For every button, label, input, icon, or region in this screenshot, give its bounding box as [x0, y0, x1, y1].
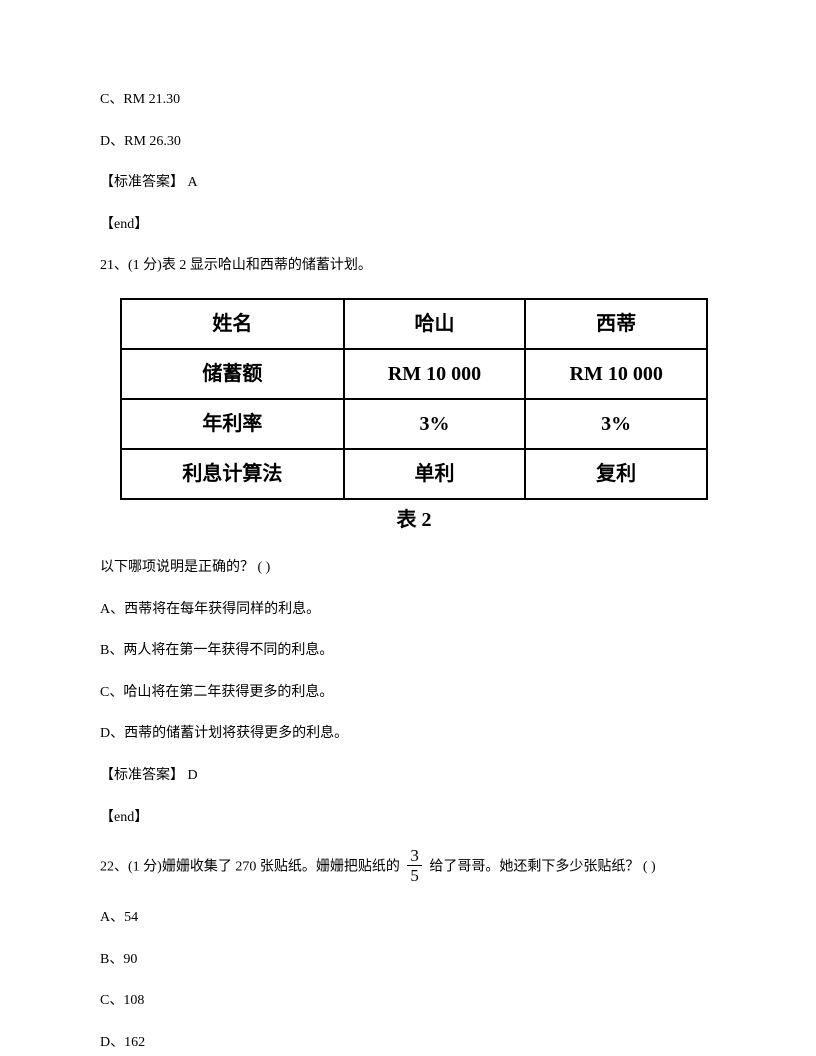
q22-stem-before: 22、(1 分)姗姗收集了 270 张贴纸。姗姗把贴纸的: [100, 860, 403, 875]
cell-hashan-savings: RM 10 000: [344, 349, 526, 399]
table-row: 姓名 哈山 西蒂: [121, 299, 707, 349]
cell-xidi-rate: 3%: [525, 399, 707, 449]
q21-option-c: C、哈山将在第二年获得更多的利息。: [100, 683, 716, 703]
fraction-denominator: 5: [407, 866, 422, 884]
q21-option-d: D、西蒂的储蓄计划将获得更多的利息。: [100, 724, 716, 744]
table-row: 利息计算法 单利 复利: [121, 449, 707, 499]
prev-option-d: D、RM 26.30: [100, 132, 716, 152]
q21-answer: 【标准答案】 D: [100, 766, 716, 786]
cell-rate-label: 年利率: [121, 399, 344, 449]
q21-table-caption: 表 2: [120, 506, 708, 534]
fraction-icon: 35: [407, 847, 422, 884]
q22-option-c: C、108: [100, 991, 716, 1011]
q21-option-b: B、两人将在第一年获得不同的利息。: [100, 641, 716, 661]
cell-xidi-header: 西蒂: [525, 299, 707, 349]
cell-xidi-method: 复利: [525, 449, 707, 499]
table-row: 储蓄额 RM 10 000 RM 10 000: [121, 349, 707, 399]
cell-hashan-method: 单利: [344, 449, 526, 499]
q21-option-a: A、西蒂将在每年获得同样的利息。: [100, 600, 716, 620]
q21-table: 姓名 哈山 西蒂 储蓄额 RM 10 000 RM 10 000 年利率 3% …: [120, 298, 708, 500]
q21-table-wrap: 姓名 哈山 西蒂 储蓄额 RM 10 000 RM 10 000 年利率 3% …: [120, 298, 708, 534]
q21-end: 【end】: [100, 808, 716, 828]
cell-savings-label: 储蓄额: [121, 349, 344, 399]
cell-hashan-rate: 3%: [344, 399, 526, 449]
prev-option-c: C、RM 21.30: [100, 90, 716, 110]
q22-stem-after: 给了哥哥。她还剩下多少张贴纸？ ( ): [426, 860, 656, 875]
prev-answer: 【标准答案】 A: [100, 173, 716, 193]
cell-name-header: 姓名: [121, 299, 344, 349]
q21-stem: 21、(1 分)表 2 显示哈山和西蒂的储蓄计划。: [100, 256, 716, 276]
cell-method-label: 利息计算法: [121, 449, 344, 499]
table-row: 年利率 3% 3%: [121, 399, 707, 449]
q22-option-d: D、162: [100, 1033, 716, 1053]
q21-prompt: 以下哪项说明是正确的？ ( ): [100, 558, 716, 578]
cell-hashan-header: 哈山: [344, 299, 526, 349]
prev-end: 【end】: [100, 215, 716, 235]
q22-option-a: A、54: [100, 908, 716, 928]
cell-xidi-savings: RM 10 000: [525, 349, 707, 399]
q22-stem: 22、(1 分)姗姗收集了 270 张贴纸。姗姗把贴纸的 35 给了哥哥。她还剩…: [100, 849, 716, 886]
fraction-numerator: 3: [407, 847, 422, 866]
q22-option-b: B、90: [100, 950, 716, 970]
